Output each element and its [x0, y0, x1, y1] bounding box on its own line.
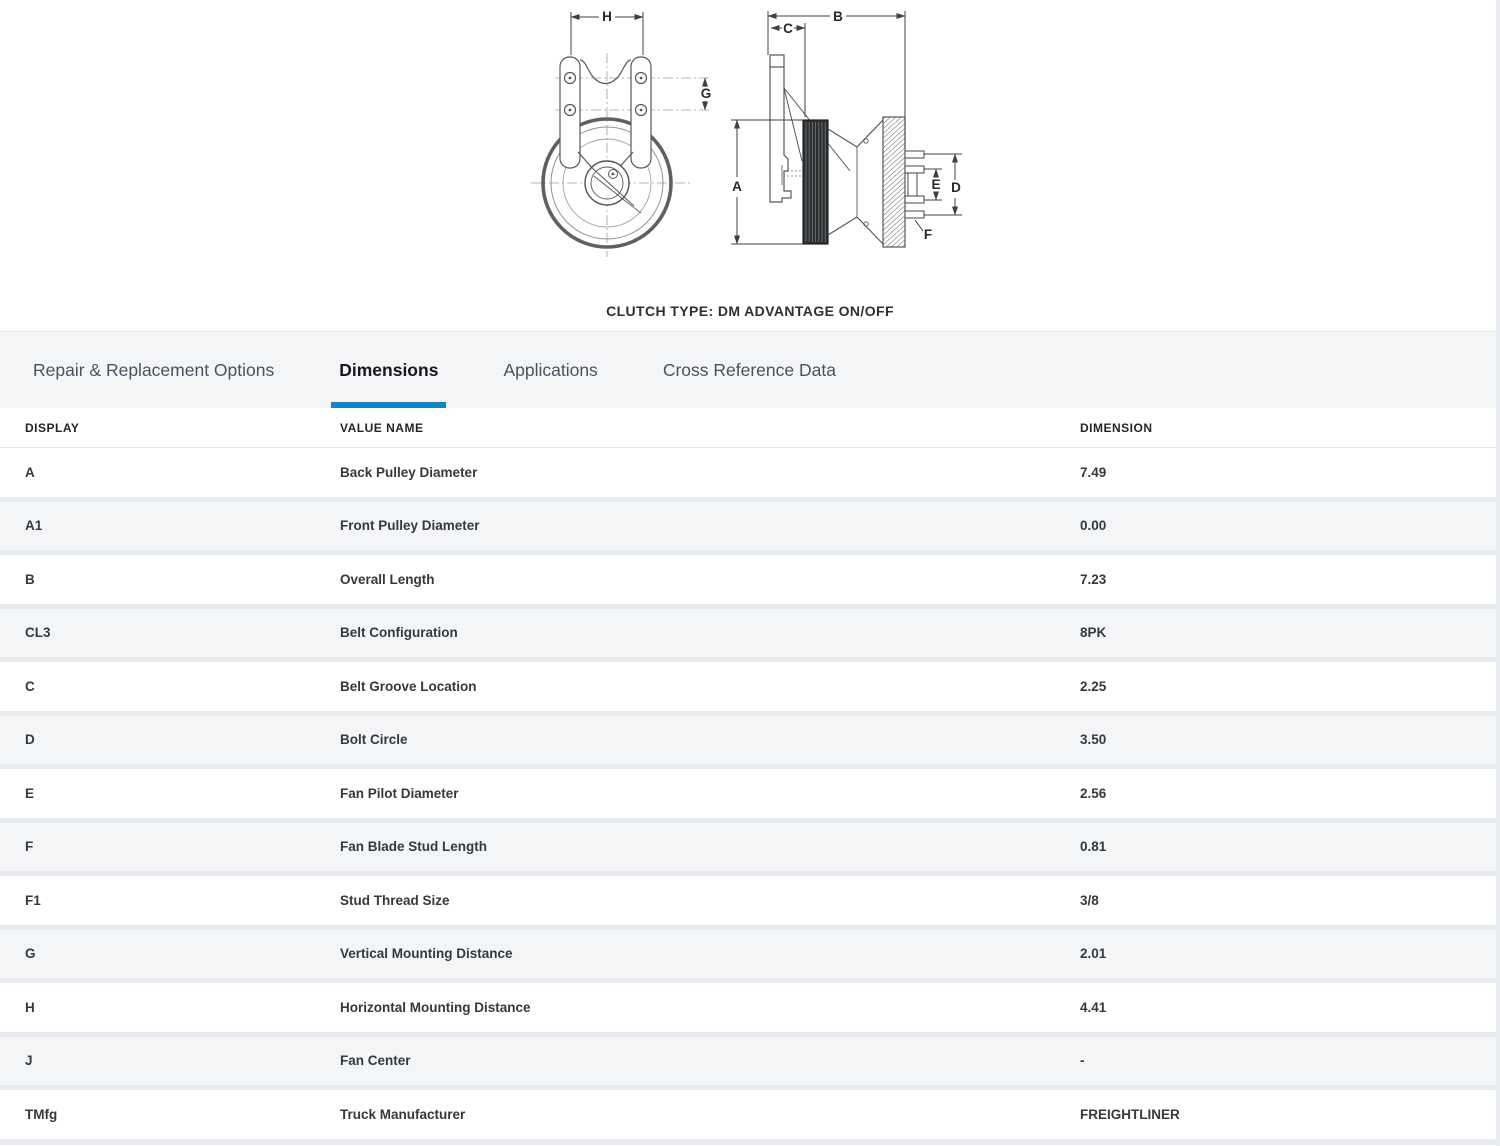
dim-label-d: D	[951, 180, 961, 195]
cell-display: E	[25, 785, 35, 801]
table-row: B Overall Length 7.23	[0, 550, 1500, 604]
tab-label: Repair & Replacement Options	[33, 359, 275, 380]
cell-dimension: 2.25	[1080, 678, 1107, 694]
cell-display: F	[25, 839, 34, 855]
tab-applications[interactable]: Applications	[495, 332, 605, 408]
cell-display: G	[25, 946, 36, 962]
cell-display: CL3	[25, 625, 51, 641]
cell-value-name: Fan Blade Stud Length	[340, 839, 487, 855]
clutch-technical-drawing: H G	[531, 9, 962, 257]
front-view-dimensions	[570, 12, 708, 111]
tab-dimensions[interactable]: Dimensions	[331, 332, 447, 408]
table-row: F Fan Blade Stud Length 0.81	[0, 817, 1500, 871]
dim-label-c: C	[783, 21, 793, 36]
cell-display: C	[25, 678, 35, 694]
tab-bar: Repair & Replacement Options Dimensions Ap…	[0, 331, 1500, 408]
table-row: C Belt Groove Location 2.25	[0, 657, 1500, 711]
table-row: A Back Pulley Diameter 7.49	[0, 448, 1500, 497]
table-end-separator	[0, 1138, 1500, 1145]
table-row: F1 Stud Thread Size 3/8	[0, 871, 1500, 925]
column-header-value-name: VALUE NAME	[340, 420, 424, 435]
cell-dimension: 3/8	[1080, 892, 1099, 908]
cell-value-name: Vertical Mounting Distance	[340, 946, 513, 962]
dim-label-g: G	[701, 86, 712, 101]
cell-value-name: Truck Manufacturer	[340, 1106, 466, 1122]
column-header-display: DISPLAY	[25, 420, 80, 435]
cell-value-name: Bolt Circle	[340, 732, 408, 748]
cell-value-name: Horizontal Mounting Distance	[340, 999, 531, 1015]
cell-dimension: 7.49	[1080, 464, 1107, 480]
dim-label-h: H	[602, 9, 612, 24]
cell-dimension: 0.81	[1080, 839, 1107, 855]
cell-dimension: 4.41	[1080, 999, 1107, 1015]
table-row: A1 Front Pulley Diameter 0.00	[0, 496, 1500, 550]
dim-label-b: B	[833, 9, 843, 24]
cell-value-name: Belt Groove Location	[340, 678, 477, 694]
cell-display: D	[25, 732, 35, 748]
cell-value-name: Stud Thread Size	[340, 892, 450, 908]
cell-display: TMfg	[25, 1106, 58, 1122]
table-row: CL3 Belt Configuration 8PK	[0, 603, 1500, 657]
table-body: A Back Pulley Diameter 7.49 A1 Front Pulley …	[0, 448, 1500, 1139]
cell-dimension: 2.01	[1080, 946, 1107, 962]
dimensions-table: DISPLAY VALUE NAME DIMENSION A Back Pulle…	[0, 408, 1500, 1145]
cell-value-name: Belt Configuration	[340, 625, 458, 641]
table-row: TMfg Truck Manufacturer FREIGHTLINER	[0, 1085, 1500, 1139]
cell-dimension: 7.23	[1080, 571, 1107, 587]
column-header-dimension: DIMENSION	[1080, 420, 1153, 435]
cell-value-name: Fan Pilot Diameter	[340, 785, 459, 801]
front-view	[531, 53, 711, 257]
cell-dimension: 2.56	[1080, 785, 1107, 801]
cell-value-name: Overall Length	[340, 571, 435, 587]
table-row: D Bolt Circle 3.50	[0, 710, 1500, 764]
table-row: E Fan Pilot Diameter 2.56	[0, 764, 1500, 818]
cell-display: B	[25, 571, 35, 587]
tab-label: Cross Reference Data	[662, 359, 836, 380]
table-row: J Fan Center -	[0, 1031, 1500, 1085]
cell-dimension: 3.50	[1080, 732, 1107, 748]
side-view	[769, 54, 925, 248]
clutch-type-caption: CLUTCH TYPE: DM ADVANTAGE ON/OFF	[606, 303, 894, 319]
table-row: H Horizontal Mounting Distance 4.41	[0, 978, 1500, 1032]
scrollbar-track[interactable]	[1496, 0, 1500, 1146]
cell-display: H	[25, 999, 35, 1015]
cell-value-name: Back Pulley Diameter	[340, 464, 478, 480]
tab-label: Dimensions	[339, 359, 439, 380]
cell-dimension: FREIGHTLINER	[1080, 1106, 1180, 1122]
table-row: G Vertical Mounting Distance 2.01	[0, 924, 1500, 978]
cell-display: A	[25, 464, 35, 480]
dim-label-a: A	[732, 179, 742, 194]
cell-value-name: Front Pulley Diameter	[340, 518, 480, 534]
cell-value-name: Fan Center	[340, 1053, 411, 1069]
cell-dimension: 8PK	[1080, 625, 1107, 641]
diagram-section: H G	[0, 0, 1500, 331]
dim-label-e: E	[931, 177, 940, 192]
dim-label-f: F	[924, 227, 932, 242]
cell-dimension: -	[1080, 1053, 1085, 1069]
cell-display: F1	[25, 892, 41, 908]
side-view-dimensions	[731, 11, 962, 245]
cell-display: J	[25, 1053, 33, 1069]
cell-dimension: 0.00	[1080, 518, 1107, 534]
tab-repair-replacement-options[interactable]: Repair & Replacement Options	[25, 332, 282, 408]
table-header-row: DISPLAY VALUE NAME DIMENSION	[0, 408, 1500, 448]
tab-cross-reference-data[interactable]: Cross Reference Data	[655, 332, 844, 408]
tab-label: Applications	[503, 359, 598, 380]
cell-display: A1	[25, 518, 43, 534]
